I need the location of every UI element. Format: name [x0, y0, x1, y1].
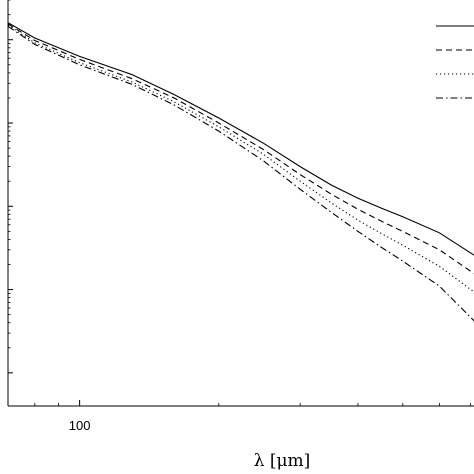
legend	[436, 25, 474, 99]
x-axis-label: λ [μm]	[254, 451, 311, 471]
x-tick-label: 100	[69, 418, 91, 433]
series-line-dashdot	[7, 25, 474, 322]
series-line-dashed	[7, 23, 474, 275]
series-layer	[7, 22, 474, 322]
series-line-solid	[7, 22, 474, 256]
plot-axes: 100	[7, 0, 474, 433]
series-line-dotted	[7, 24, 474, 293]
